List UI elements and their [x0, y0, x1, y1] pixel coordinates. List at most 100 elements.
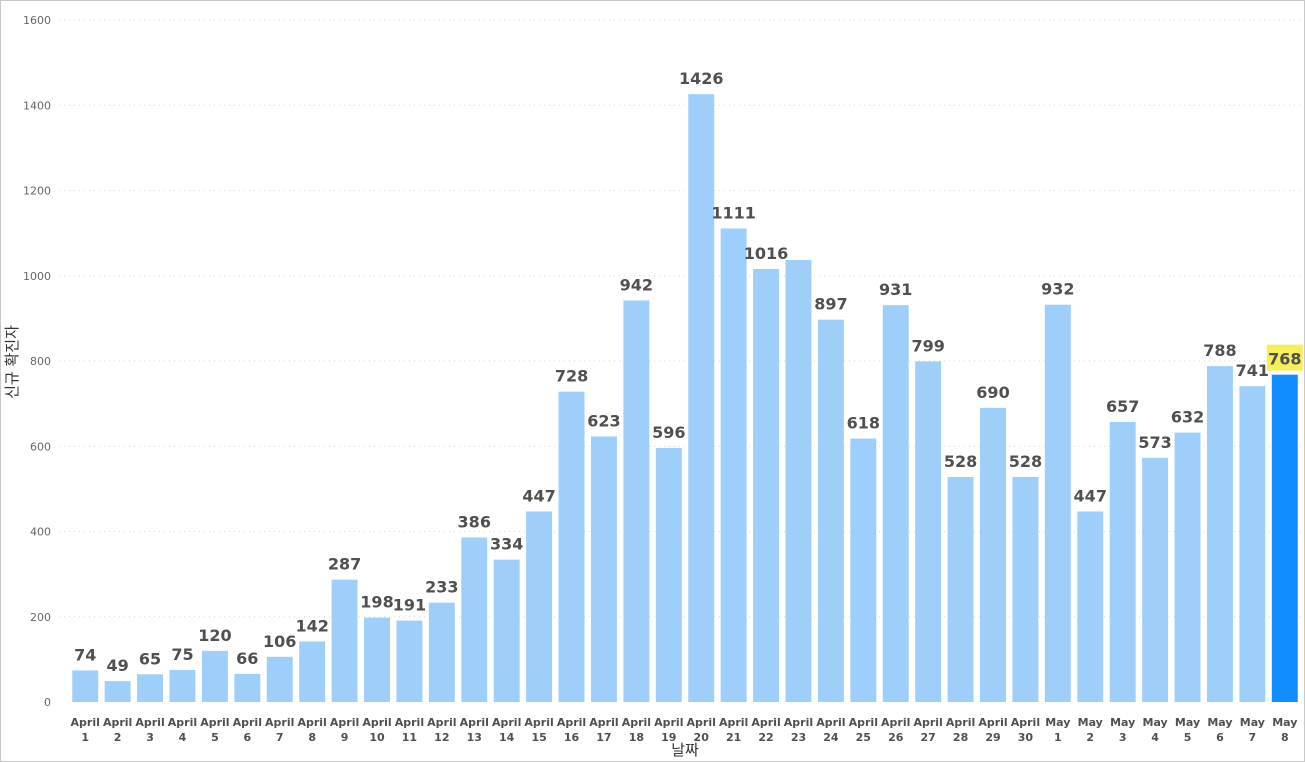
data-label: 799 [911, 336, 944, 355]
x-tick-label: 7 [1249, 731, 1257, 744]
bar[interactable] [1012, 476, 1039, 702]
bar[interactable] [299, 641, 326, 702]
x-tick-label: 18 [629, 731, 644, 744]
x-tick-label: May [1207, 716, 1232, 729]
x-tick-label: 26 [888, 731, 904, 744]
x-tick-label: 21 [726, 731, 741, 744]
bar[interactable] [201, 650, 228, 702]
bar[interactable] [1109, 421, 1136, 702]
data-label: 657 [1106, 397, 1139, 416]
x-tick-label: 30 [1018, 731, 1034, 744]
x-tick-label: 23 [791, 731, 806, 744]
x-tick-label: 15 [531, 731, 546, 744]
x-tick-label: April [849, 716, 878, 729]
x-tick-label: 13 [467, 731, 482, 744]
x-tick-label: 16 [564, 731, 580, 744]
bar[interactable] [1044, 304, 1071, 702]
bar[interactable] [1142, 457, 1169, 702]
bar[interactable] [882, 305, 909, 702]
x-tick-label: April [200, 716, 229, 729]
data-label: 447 [522, 486, 555, 505]
x-tick-label: 4 [1151, 731, 1159, 744]
bar[interactable] [428, 602, 455, 702]
bar[interactable] [947, 476, 974, 702]
bar[interactable] [461, 537, 488, 702]
x-tick-label: 6 [1216, 731, 1224, 744]
bar[interactable] [850, 438, 877, 702]
x-tick-label: 17 [596, 731, 611, 744]
x-tick-label: April [816, 716, 845, 729]
x-tick-label: May [1143, 716, 1168, 729]
bar[interactable] [266, 656, 293, 702]
bar[interactable] [753, 268, 780, 702]
x-tick-label: April [719, 716, 748, 729]
data-label: 287 [328, 555, 361, 574]
data-label: 49 [106, 656, 128, 675]
x-tick-label: April [687, 716, 716, 729]
data-label: 632 [1171, 408, 1204, 427]
x-tick-label: April [654, 716, 683, 729]
data-label: 528 [944, 452, 977, 471]
y-tick-label: 1200 [23, 185, 51, 198]
bar[interactable] [526, 511, 553, 702]
x-tick-label: 6 [243, 731, 251, 744]
bar[interactable] [234, 673, 261, 702]
data-label: 191 [393, 596, 426, 615]
bar[interactable] [915, 361, 942, 702]
x-tick-label: April [784, 716, 813, 729]
y-tick-label: 200 [30, 611, 51, 624]
bar[interactable] [1174, 432, 1201, 702]
x-tick-label: 14 [499, 731, 515, 744]
data-label: 942 [620, 275, 653, 294]
bar[interactable] [785, 259, 812, 702]
bar[interactable] [364, 617, 390, 702]
bar[interactable] [169, 670, 196, 702]
y-tick-label: 400 [30, 526, 51, 539]
bar[interactable] [1239, 386, 1266, 702]
data-label: 386 [458, 512, 491, 531]
bar[interactable] [558, 391, 585, 702]
bar[interactable] [590, 436, 617, 702]
x-tick-label: April [427, 716, 456, 729]
bar[interactable] [331, 579, 358, 702]
bar[interactable] [72, 670, 99, 702]
data-label: 120 [198, 626, 231, 645]
data-label: 596 [652, 423, 685, 442]
bar[interactable] [137, 674, 164, 702]
bar[interactable] [1077, 511, 1104, 702]
x-tick-label: 11 [402, 731, 417, 744]
bar[interactable] [688, 94, 715, 703]
bar[interactable] [817, 319, 844, 702]
x-tick-label: April [233, 716, 262, 729]
bar[interactable] [396, 620, 423, 702]
x-tick-label: 28 [953, 731, 968, 744]
x-tick-label: 20 [694, 731, 710, 744]
x-tick-label: 5 [1184, 731, 1192, 744]
data-label: 233 [425, 578, 458, 597]
x-tick-label: 25 [856, 731, 871, 744]
x-tick-label: April [135, 716, 164, 729]
bar[interactable] [720, 228, 747, 702]
x-tick-label: April [395, 716, 424, 729]
bar[interactable] [980, 407, 1006, 702]
y-tick-label: 800 [30, 355, 51, 368]
x-tick-label: 3 [146, 731, 154, 744]
x-tick-label: 3 [1119, 731, 1127, 744]
x-tick-label: 12 [434, 731, 449, 744]
data-label: 66 [236, 649, 258, 668]
bar[interactable] [1206, 366, 1233, 702]
bar[interactable] [655, 447, 682, 702]
highlight-label-background [1266, 344, 1303, 371]
data-label: 528 [1009, 452, 1042, 471]
bar[interactable] [1271, 374, 1298, 702]
x-tick-label: April [946, 716, 975, 729]
data-label: 690 [976, 383, 1009, 402]
bar[interactable] [104, 681, 131, 702]
bar[interactable] [493, 559, 520, 702]
bar[interactable] [623, 300, 650, 702]
data-label: 142 [295, 616, 328, 635]
x-tick-label: April [622, 716, 651, 729]
x-tick-label: April [168, 716, 197, 729]
